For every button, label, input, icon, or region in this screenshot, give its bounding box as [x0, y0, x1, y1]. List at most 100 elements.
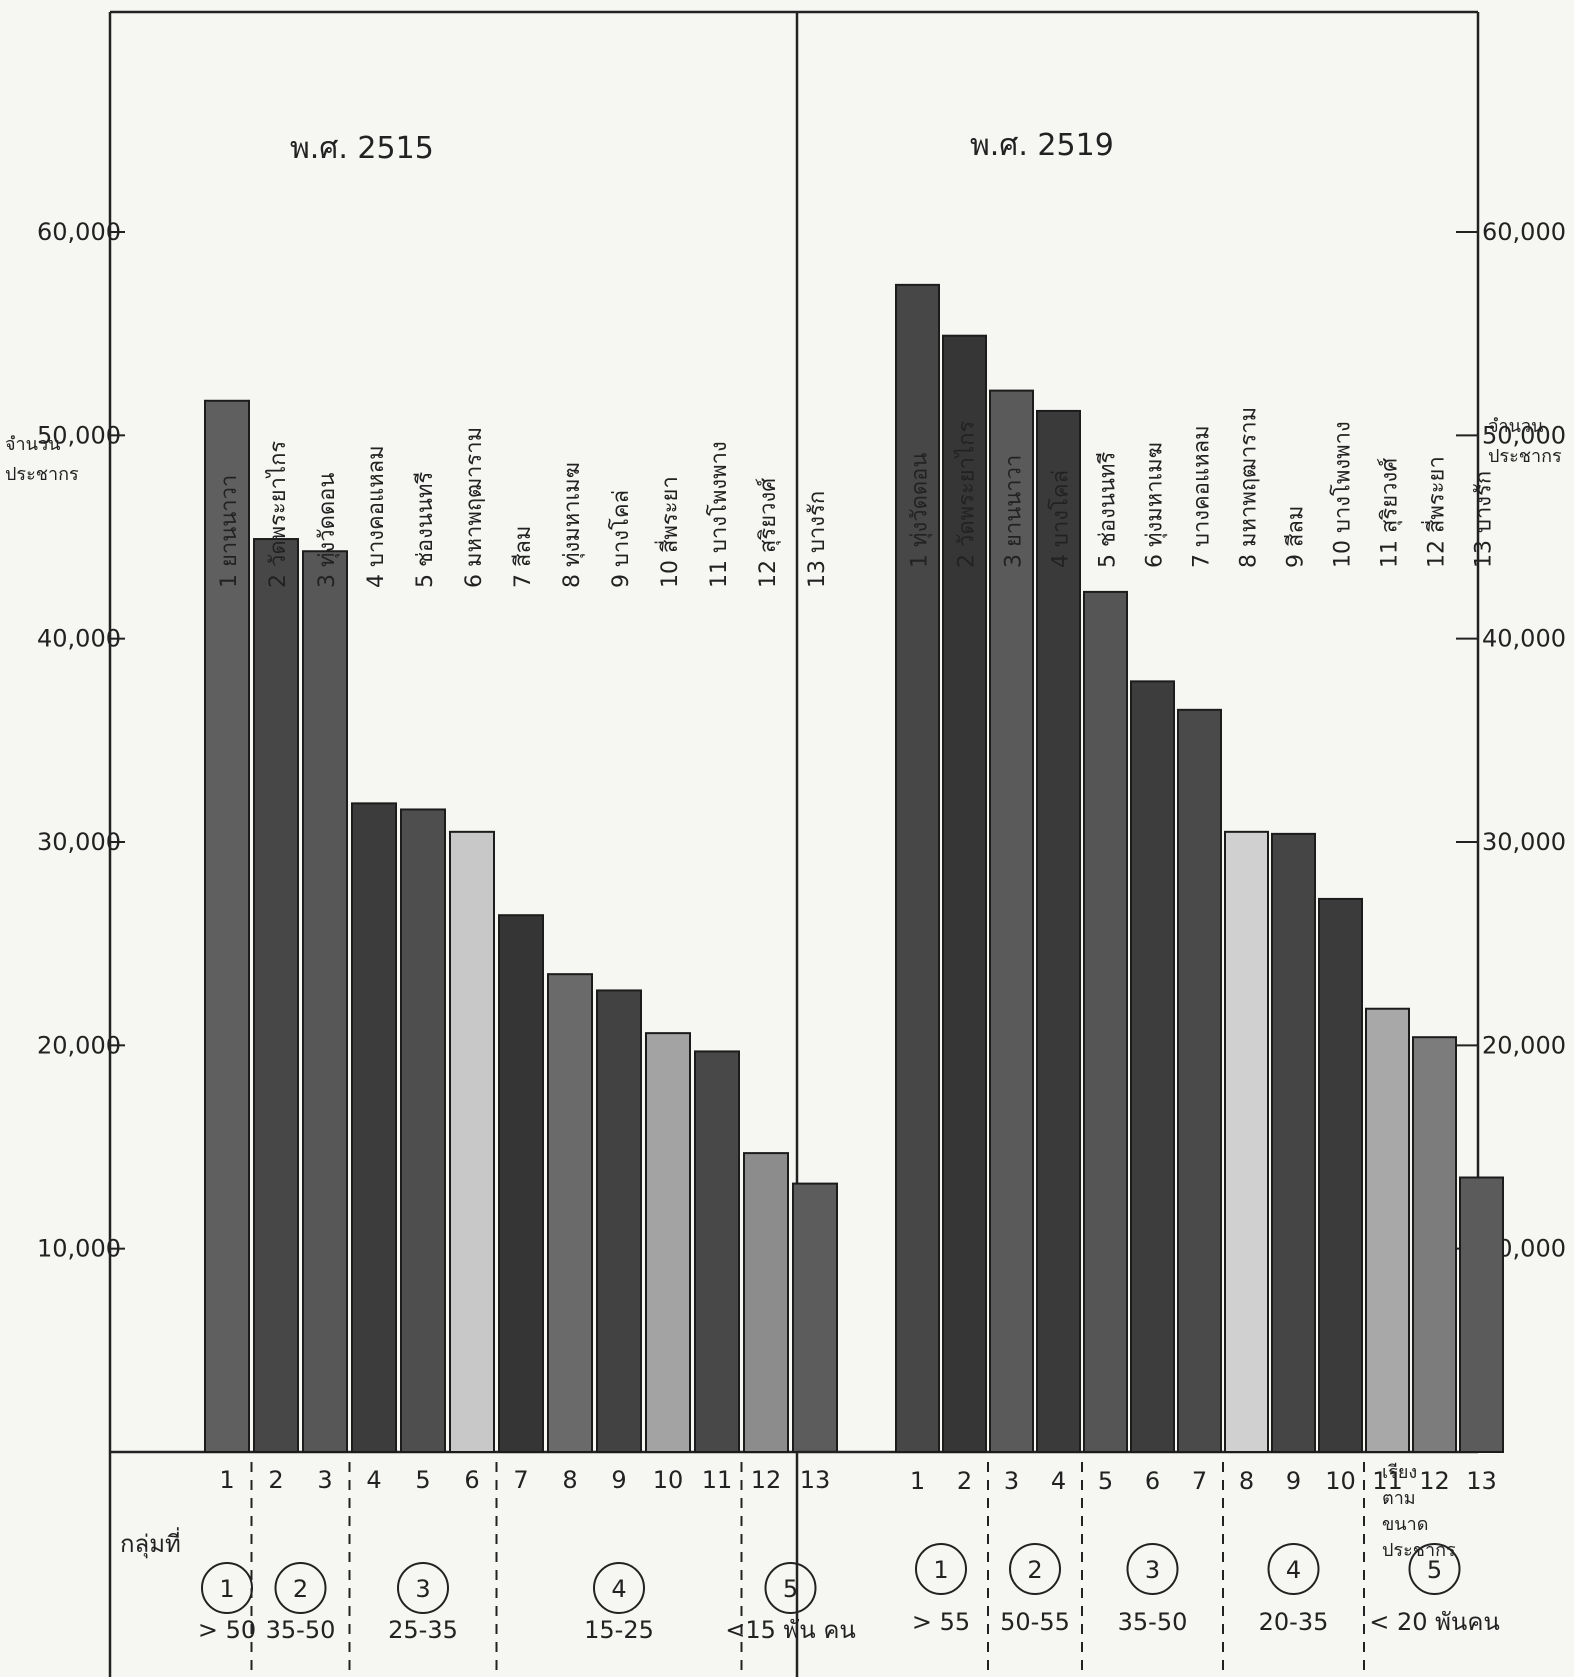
group-range: 50-55: [1000, 1608, 1070, 1636]
district-label-12: 12 สุริยวงศ์: [756, 478, 781, 588]
group-range: > 55: [912, 1608, 970, 1636]
bar-12: [1413, 1037, 1456, 1452]
category-label: 5: [415, 1466, 430, 1494]
district-label-8: 8 ทุ่งมหาเมฆ: [560, 462, 585, 588]
y-tick-label: 40,000: [1482, 625, 1566, 653]
category-label: 6: [464, 1466, 479, 1494]
group-range: 35-50: [266, 1616, 336, 1644]
ranking-note: ประชากร: [1382, 1540, 1456, 1561]
category-label: 9: [611, 1466, 626, 1494]
chart-title: พ.ศ. 2515: [290, 131, 434, 166]
groups-heading: กลุ่มที่: [120, 1527, 181, 1559]
bar-12: [744, 1153, 788, 1452]
district-label-2: 2 วัดพระยาไกร: [265, 441, 291, 588]
group-range: 20-35: [1259, 1608, 1329, 1636]
district-label-3: 3 ทุ่งวัดดอน: [315, 473, 340, 588]
district-label-12: 12 สี่พระยา: [1421, 456, 1450, 568]
district-label-7: 7 สีลม: [511, 526, 536, 588]
district-label-10: 10 สี่พระยา: [654, 476, 683, 588]
district-label-7: 7 บางคอแหลม: [1190, 425, 1215, 568]
ranking-note: ขนาด: [1382, 1514, 1428, 1535]
bar-11: [1366, 1009, 1409, 1452]
chart-title: พ.ศ. 2519: [970, 128, 1114, 163]
bar-8: [1225, 832, 1268, 1452]
group-range: < 20 พันคน: [1369, 1608, 1500, 1636]
group-range: 35-50: [1118, 1608, 1188, 1636]
group-range: <15 พัน คน: [725, 1616, 856, 1644]
district-label-5: 5 ช่องนนทรี: [413, 472, 438, 588]
category-label: 2: [957, 1467, 972, 1495]
bar-13: [1460, 1178, 1503, 1453]
group-number: 1: [933, 1556, 948, 1584]
y-tick-label: 10,000: [37, 1235, 121, 1263]
panel-2519: พ.ศ. 2519จำนวนประชากร10,00020,00030,0004…: [797, 128, 1566, 1677]
category-label: 8: [562, 1466, 577, 1494]
category-label: 11: [702, 1466, 733, 1494]
district-label-8: 8 มหาพฤฒาราม: [1237, 407, 1262, 568]
district-label-13: 13 บางรัก: [805, 491, 830, 588]
ranking-note: เรียง: [1382, 1462, 1417, 1483]
category-label: 12: [751, 1466, 782, 1494]
district-label-9: 9 บางโคล่: [608, 490, 634, 588]
category-label: 4: [366, 1466, 381, 1494]
y-tick-label: 20,000: [37, 1031, 121, 1059]
category-label: 7: [513, 1466, 528, 1494]
bar-13: [793, 1184, 837, 1452]
district-label-6: 6 มหาพฤฒาราม: [462, 427, 487, 588]
district-label-10: 10 บางโพงพาง: [1330, 421, 1356, 568]
bar-9: [597, 990, 641, 1452]
bar-2: [254, 539, 298, 1452]
district-label-9: 9 สีลม: [1284, 506, 1309, 568]
category-label: 12: [1419, 1467, 1450, 1495]
bar-10: [1319, 899, 1362, 1452]
group-number: 3: [415, 1575, 430, 1603]
category-label: 13: [1466, 1467, 1497, 1495]
bar-9: [1272, 834, 1315, 1452]
bar-3: [303, 551, 347, 1452]
district-label-4: 4 บางโคล่: [1048, 470, 1074, 568]
category-label: 13: [800, 1466, 831, 1494]
group-number: 5: [783, 1575, 798, 1603]
bar-5: [401, 809, 445, 1452]
district-label-1: 1 ยานนาวา: [217, 475, 242, 588]
group-number: 4: [1286, 1556, 1301, 1584]
category-label: 6: [1145, 1467, 1160, 1495]
group-number: 3: [1145, 1556, 1160, 1584]
y-axis-label: ประชากร: [5, 464, 79, 485]
bar-8: [548, 974, 592, 1452]
district-label-11: 11 บางโพงพาง: [706, 441, 732, 588]
district-label-6: 6 ทุ่งมหาเมฆ: [1143, 442, 1168, 568]
y-tick-label: 60,000: [1482, 218, 1566, 246]
district-label-2: 2 วัดพระยาไกร: [954, 421, 980, 568]
category-label: 1: [219, 1466, 234, 1494]
category-label: 8: [1239, 1467, 1254, 1495]
bar-6: [1131, 681, 1174, 1452]
y-tick-label: 30,000: [1482, 828, 1566, 856]
bar-7: [499, 915, 543, 1452]
group-range: > 50: [198, 1616, 256, 1644]
y-tick-label: 50,000: [1482, 421, 1566, 449]
ranking-note: ตาม: [1382, 1488, 1416, 1509]
y-tick-label: 60,000: [37, 218, 121, 246]
group-number: 2: [293, 1575, 308, 1603]
y-tick-label: 50,000: [37, 421, 121, 449]
category-label: 2: [268, 1466, 283, 1494]
bar-4: [352, 803, 396, 1452]
bar-5: [1084, 592, 1127, 1452]
bar-7: [1178, 710, 1221, 1452]
category-label: 1: [910, 1467, 925, 1495]
category-label: 10: [1325, 1467, 1356, 1495]
category-label: 3: [317, 1466, 332, 1494]
district-label-3: 3 ยานนาวา: [1002, 455, 1027, 568]
bar-11: [695, 1051, 739, 1452]
group-range: 15-25: [584, 1616, 654, 1644]
group-number: 1: [219, 1575, 234, 1603]
category-label: 3: [1004, 1467, 1019, 1495]
group-range: 25-35: [388, 1616, 458, 1644]
district-label-13: 13 บางรัก: [1472, 471, 1497, 568]
category-label: 9: [1286, 1467, 1301, 1495]
district-label-4: 4 บางคอแหลม: [364, 445, 389, 588]
district-label-1: 1 ทุ่งวัดดอน: [908, 453, 933, 568]
